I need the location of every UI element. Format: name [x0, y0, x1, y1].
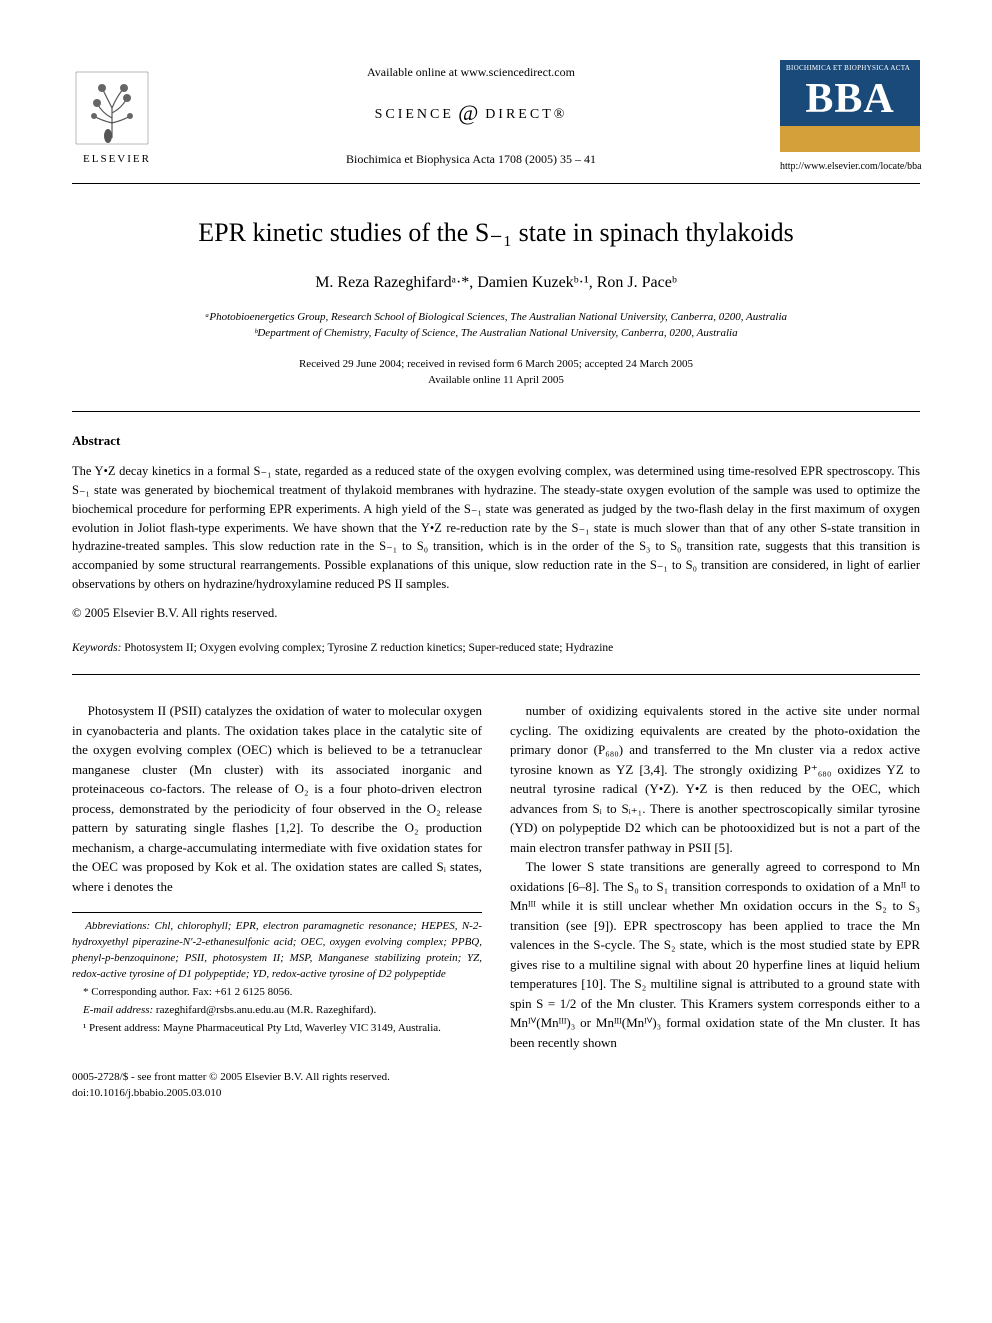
front-matter-line: 0005-2728/$ - see front matter © 2005 El… [72, 1070, 920, 1085]
body-p2: number of oxidizing equivalents stored i… [510, 701, 920, 857]
abbreviations: Abbreviations: Chl, chlorophyll; EPR, el… [72, 919, 482, 983]
received-date: Received 29 June 2004; received in revis… [72, 356, 920, 373]
journal-url: http://www.elsevier.com/locate/bba [780, 160, 920, 175]
affiliations: ᵃPhotobioenergetics Group, Research Scho… [72, 309, 920, 342]
email-label: E-mail address: [83, 1004, 153, 1016]
email-line: E-mail address: razeghifard@rsbs.anu.edu… [72, 1003, 482, 1019]
sciencedirect-left: SCIENCE [375, 105, 454, 125]
journal-banner-mid: BBA [780, 76, 920, 126]
body-p3: The lower S state transitions are genera… [510, 857, 920, 1052]
journal-logo: BIOCHIMICA ET BIOPHYSICA ACTA BBA http:/… [780, 60, 920, 175]
available-online-text: Available online at www.sciencedirect.co… [162, 64, 780, 81]
publisher-name: ELSEVIER [72, 152, 162, 168]
affiliation-b: ᵇDepartment of Chemistry, Faculty of Sci… [72, 325, 920, 342]
abstract-body: The Y•Z decay kinetics in a formal S₋₁ s… [72, 462, 920, 593]
body-p1: Photosystem II (PSII) catalyzes the oxid… [72, 701, 482, 896]
journal-banner-bottom [780, 126, 920, 152]
header-center: Available online at www.sciencedirect.co… [162, 60, 780, 169]
abstract-rule-bottom [72, 674, 920, 675]
elsevier-tree-icon [72, 68, 152, 148]
journal-banner-top: BIOCHIMICA ET BIOPHYSICA ACTA [780, 60, 920, 76]
publisher-logo: ELSEVIER [72, 60, 162, 168]
sciencedirect-right: DIRECT® [485, 105, 567, 125]
bottom-bar: 0005-2728/$ - see front matter © 2005 El… [72, 1070, 920, 1101]
online-date: Available online 11 April 2005 [72, 372, 920, 389]
keywords-text: Photosystem II; Oxygen evolving complex;… [124, 642, 613, 654]
header-row: ELSEVIER Available online at www.science… [72, 60, 920, 175]
authors: M. Reza Razeghifardᵃ·*, Damien Kuzekᵇ·¹,… [72, 271, 920, 294]
sciencedirect-logo: SCIENCE @ DIRECT® [162, 99, 780, 131]
abstract-rule-top [72, 411, 920, 412]
corresponding-author: * Corresponding author. Fax: +61 2 6125 … [72, 985, 482, 1001]
abstract-heading: Abstract [72, 432, 920, 451]
present-address: ¹ Present address: Mayne Pharmaceutical … [72, 1021, 482, 1037]
doi-line: doi:10.1016/j.bbabio.2005.03.010 [72, 1086, 920, 1101]
keywords-line: Keywords: Photosystem II; Oxygen evolvin… [72, 640, 920, 657]
footnotes: Abbreviations: Chl, chlorophyll; EPR, el… [72, 912, 482, 1037]
keywords-label: Keywords: [72, 642, 121, 654]
body-columns: Photosystem II (PSII) catalyzes the oxid… [72, 701, 920, 1052]
journal-reference: Biochimica et Biophysica Acta 1708 (2005… [162, 151, 780, 168]
article-title: EPR kinetic studies of the S₋₁ state in … [72, 214, 920, 252]
email-address: razeghifard@rsbs.anu.edu.au (M.R. Razegh… [156, 1004, 376, 1016]
abstract-copyright: © 2005 Elsevier B.V. All rights reserved… [72, 604, 920, 622]
at-symbol-icon: @ [458, 97, 481, 129]
article-dates: Received 29 June 2004; received in revis… [72, 356, 920, 389]
header-rule [72, 183, 920, 184]
affiliation-a: ᵃPhotobioenergetics Group, Research Scho… [72, 309, 920, 326]
